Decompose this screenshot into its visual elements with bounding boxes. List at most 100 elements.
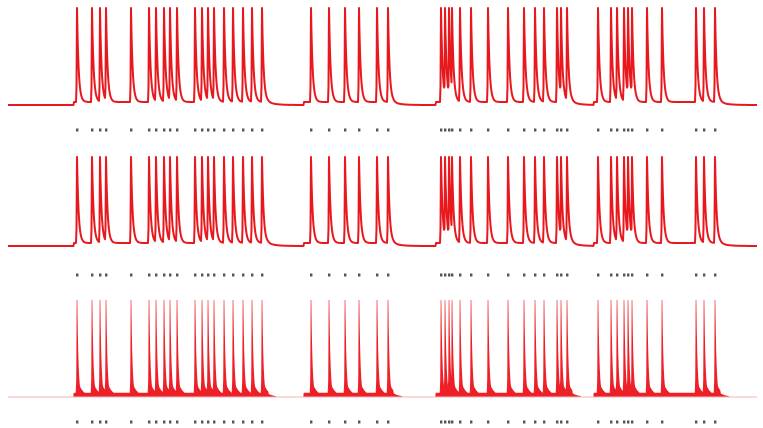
raster-3-tick-11: [201, 420, 204, 424]
raster-3-tick-14: [223, 420, 226, 424]
raster-1-tick-32: [507, 128, 510, 132]
raster-2-tick-42: [623, 273, 626, 277]
raster-1-tick-39: [597, 128, 600, 132]
raster-2-tick-2: [99, 273, 102, 277]
raster-3-tick-8: [169, 420, 172, 424]
raster-1-tick-11: [201, 128, 204, 132]
raster-2-tick-18: [261, 273, 264, 277]
raster-1-tick-9: [176, 128, 179, 132]
raster-3-tick-4: [130, 420, 133, 424]
trace-panel-2: [7, 156, 758, 247]
raster-2-tick-47: [695, 273, 698, 277]
raster-1-tick-18: [261, 128, 264, 132]
raster-2-tick-34: [534, 273, 537, 277]
raster-2-tick-21: [344, 273, 347, 277]
raster-1-tick-13: [213, 128, 216, 132]
raster-1-tick-35: [543, 128, 546, 132]
raster-1-tick-21: [344, 128, 347, 132]
raster-3-tick-25: [440, 420, 443, 424]
raster-1-tick-5: [148, 128, 151, 132]
raster-3-tick-16: [242, 420, 245, 424]
raster-1-tick-27: [448, 128, 451, 132]
raster-2-tick-31: [487, 273, 490, 277]
raster-3-tick-39: [597, 420, 600, 424]
raster-1-tick-36: [556, 128, 559, 132]
raster-3-tick-33: [523, 420, 526, 424]
raster-3-tick-10: [194, 420, 197, 424]
raster-2-tick-11: [201, 273, 204, 277]
raster-2-tick-3: [105, 273, 108, 277]
raster-2-tick-25: [440, 273, 443, 277]
raster-2-tick-9: [176, 273, 179, 277]
raster-1-tick-16: [242, 128, 245, 132]
raster-2-tick-8: [169, 273, 172, 277]
raster-1-tick-46: [661, 128, 664, 132]
raster-3-tick-1: [91, 420, 94, 424]
spike-raster-3: [76, 420, 717, 424]
raster-2-tick-0: [76, 273, 79, 277]
raster-1-tick-33: [523, 128, 526, 132]
raster-2-tick-23: [376, 273, 379, 277]
raster-1-tick-43: [627, 128, 630, 132]
raster-3-tick-0: [76, 420, 79, 424]
raster-3-tick-42: [623, 420, 626, 424]
raster-2-tick-14: [223, 273, 226, 277]
raster-1-tick-14: [223, 128, 226, 132]
raster-3-tick-32: [507, 420, 510, 424]
raster-1-tick-24: [387, 128, 390, 132]
raster-1-tick-26: [444, 128, 447, 132]
raster-1-tick-20: [328, 128, 331, 132]
raster-2-tick-40: [610, 273, 613, 277]
raster-1-tick-28: [451, 128, 454, 132]
raster-3-tick-35: [543, 420, 546, 424]
raster-3-tick-49: [714, 420, 717, 424]
raster-2-tick-48: [703, 273, 706, 277]
raster-3-tick-18: [261, 420, 264, 424]
raster-2-tick-32: [507, 273, 510, 277]
raster-2-tick-10: [194, 273, 197, 277]
raster-2-tick-1: [91, 273, 94, 277]
raster-1-tick-12: [207, 128, 210, 132]
raster-3-tick-38: [566, 420, 569, 424]
raster-2-tick-37: [560, 273, 563, 277]
raster-1-tick-49: [714, 128, 717, 132]
raster-3-tick-19: [310, 420, 313, 424]
raster-1-tick-17: [251, 128, 254, 132]
raster-1-tick-19: [310, 128, 313, 132]
raster-1-tick-40: [610, 128, 613, 132]
raster-1-tick-23: [376, 128, 379, 132]
raster-3-tick-20: [328, 420, 331, 424]
raster-1-tick-15: [232, 128, 235, 132]
raster-2-tick-27: [448, 273, 451, 277]
raster-2-tick-6: [155, 273, 158, 277]
raster-1-tick-7: [163, 128, 166, 132]
raster-1-tick-6: [155, 128, 158, 132]
raster-1-tick-2: [99, 128, 102, 132]
raster-3-tick-22: [358, 420, 361, 424]
raster-2-tick-12: [207, 273, 210, 277]
trace-panel-1: [7, 7, 758, 106]
raster-1-tick-4: [130, 128, 133, 132]
raster-2-tick-49: [714, 273, 717, 277]
raster-1-tick-10: [194, 128, 197, 132]
raster-1-tick-38: [566, 128, 569, 132]
raster-3-tick-5: [148, 420, 151, 424]
raster-2-tick-30: [470, 273, 473, 277]
membrane-trace-2: [7, 156, 758, 247]
raster-1-tick-37: [560, 128, 563, 132]
raster-1-tick-44: [631, 128, 634, 132]
raster-2-tick-41: [616, 273, 619, 277]
raster-3-tick-40: [610, 420, 613, 424]
raster-2-tick-38: [566, 273, 569, 277]
raster-3-tick-12: [207, 420, 210, 424]
raster-2-tick-43: [627, 273, 630, 277]
raster-3-tick-2: [99, 420, 102, 424]
raster-3-tick-48: [703, 420, 706, 424]
raster-2-tick-15: [232, 273, 235, 277]
raster-1-tick-29: [459, 128, 462, 132]
raster-1-tick-41: [616, 128, 619, 132]
raster-2-tick-19: [310, 273, 313, 277]
spike-raster-2: [76, 273, 717, 277]
raster-3-tick-23: [376, 420, 379, 424]
